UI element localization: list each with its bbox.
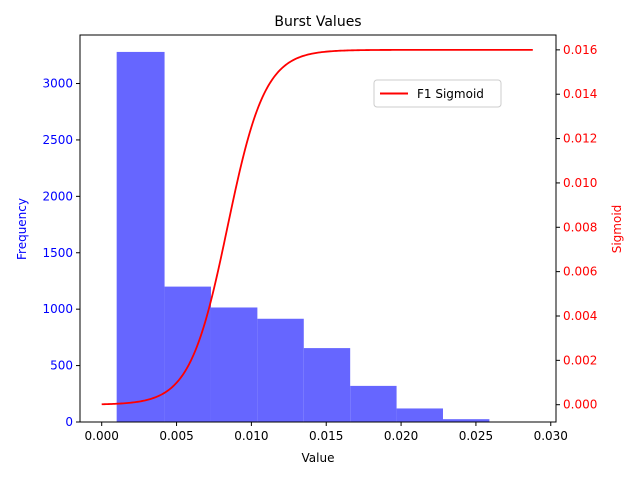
histogram-bar [164,286,211,422]
x-tick-label: 0.025 [459,429,493,443]
y-tick-label: 1500 [42,246,73,260]
y2-tick-label: 0.004 [563,309,597,323]
y-tick-label: 500 [50,359,73,373]
y-tick-label: 2500 [42,133,73,147]
x-tick-label: 0.030 [534,429,568,443]
y2-axis-label: Sigmoid [610,205,624,254]
histogram-bar [303,348,351,422]
histogram-bar [442,419,490,422]
x-tick-label: 0.015 [309,429,343,443]
histogram-bar [116,51,165,423]
plot-frame [79,34,557,423]
y2-tick-label: 0.014 [563,87,597,101]
y2-tick-label: 0.016 [563,43,597,57]
y2-tick-label: 0.012 [563,132,597,146]
y-tick-label: 3000 [42,77,73,91]
sigmoid-line [101,48,533,406]
y2-tick-label: 0.010 [563,176,597,190]
x-tick-label: 0.005 [159,429,193,443]
x-tick-label: 0.000 [85,429,119,443]
histogram-bar [350,385,397,422]
x-tick-label: 0.010 [234,429,268,443]
y-tick-label: 1000 [42,302,73,316]
y-axis-ticks: 0 500 1000 1500 2000 2500 3000 [42,77,80,429]
histogram-bar [257,318,304,422]
y-axis-label: Frequency [15,198,29,260]
chart-title: Burst Values [274,14,361,30]
histogram-bar [210,307,258,422]
x-tick-label: 0.020 [384,429,418,443]
y2-tick-label: 0.006 [563,265,597,279]
legend: F1 Sigmoid [373,79,502,108]
x-axis-label: Value [302,451,335,465]
histogram-bar [396,408,443,422]
legend-label-f1-sigmoid: F1 Sigmoid [417,87,484,101]
sigmoid-line-layer [101,48,533,406]
y2-tick-label: 0.008 [563,220,597,234]
x-axis-ticks: 0.000 0.005 0.010 0.015 0.020 0.025 0.030 [85,422,568,443]
y-tick-label: 0 [65,415,73,429]
y2-tick-label: 0.000 [563,398,597,412]
y2-axis-ticks: 0.000 0.002 0.004 0.006 0.008 0.010 0.012 0.014… [556,43,597,412]
legend-box [373,79,502,108]
histogram-bars [116,51,490,423]
y-tick-label: 2000 [42,189,73,203]
y2-tick-label: 0.002 [563,353,597,367]
plot-frame-rect [79,34,557,423]
